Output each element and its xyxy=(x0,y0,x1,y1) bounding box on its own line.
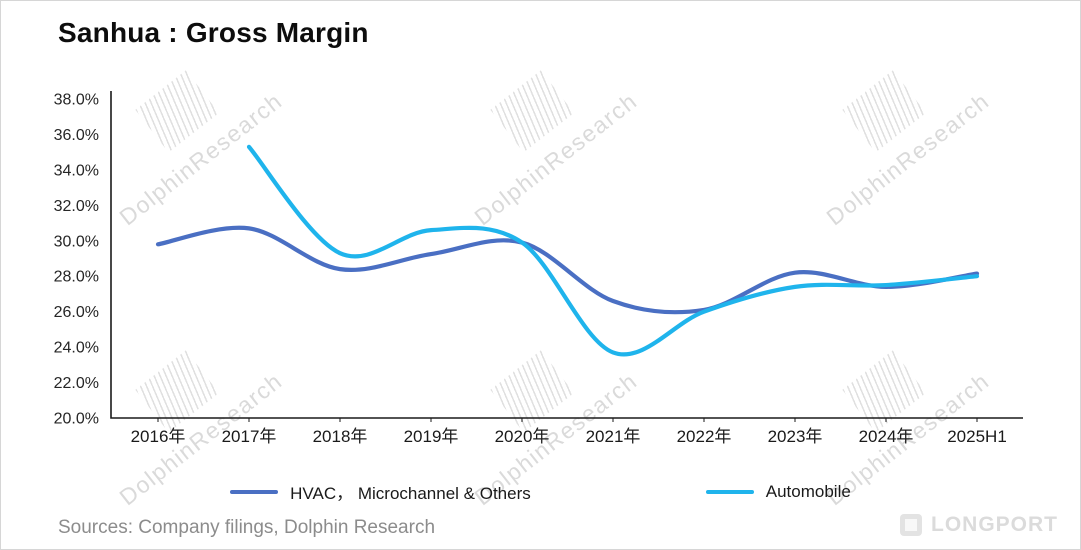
legend-label-automobile: Automobile xyxy=(765,481,851,501)
legend-label-hvac: HVAC， Microchannel & Others xyxy=(290,484,531,503)
x-axis-label: 2016年 xyxy=(131,427,186,446)
y-axis-label: 36.0% xyxy=(54,127,99,144)
y-axis-label: 30.0% xyxy=(54,233,99,250)
x-axis-label: 2020年 xyxy=(495,427,550,446)
y-axis-label: 34.0% xyxy=(54,162,99,179)
legend-item-automobile: Automobile xyxy=(705,481,851,502)
y-axis-label: 24.0% xyxy=(54,340,99,357)
legend-swatch-automobile-line xyxy=(705,489,754,494)
series-line-1 xyxy=(246,144,980,357)
x-axis-label: 2025H1 xyxy=(947,427,1007,446)
legend-swatch-hvac-line xyxy=(230,489,279,494)
y-axis-label: 20.0% xyxy=(54,411,99,428)
y-axis-label: 26.0% xyxy=(54,304,99,321)
y-axis-label: 32.0% xyxy=(54,198,99,215)
chart-title: Sanhua : Gross Margin xyxy=(58,17,369,48)
y-axis-label: 28.0% xyxy=(54,269,99,286)
x-axis-label: 2021年 xyxy=(586,427,641,446)
x-axis-label: 2018年 xyxy=(313,427,368,446)
y-axis-label: 38.0% xyxy=(54,92,99,109)
x-axis-label: 2023年 xyxy=(768,427,823,446)
legend-item-hvac: HVAC， Microchannel & Others xyxy=(230,479,531,504)
x-axis-label: 2019年 xyxy=(404,427,459,446)
longport-logo-text: LONGPORT xyxy=(931,513,1058,536)
x-axis-label: 2022年 xyxy=(677,427,732,446)
y-axis-label: 22.0% xyxy=(54,375,99,392)
longport-logo-icon xyxy=(900,514,922,536)
series-line-0 xyxy=(155,225,980,315)
sources-note: Sources: Company filings, Dolphin Resear… xyxy=(58,517,436,538)
x-axis-label: 2017年 xyxy=(222,427,277,446)
axes xyxy=(110,91,1023,419)
x-axis-label: 2024年 xyxy=(859,427,914,446)
legend: HVAC， Microchannel & Others Automobile xyxy=(1,479,1080,504)
longport-logo: LONGPORT xyxy=(900,513,1058,537)
